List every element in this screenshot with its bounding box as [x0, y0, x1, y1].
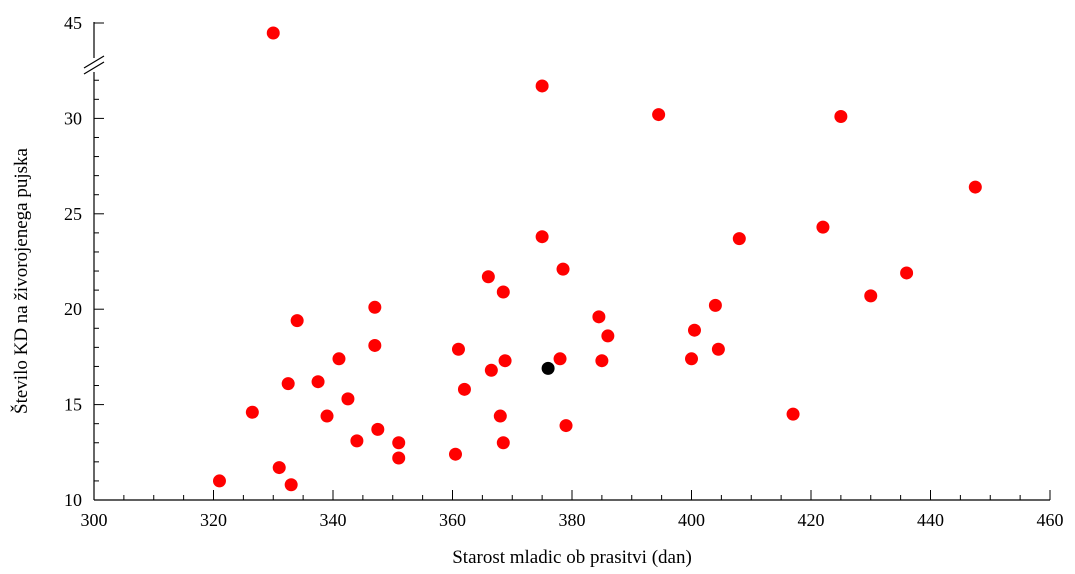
x-tick-label: 460	[1037, 510, 1064, 530]
data-point	[496, 285, 510, 299]
data-points	[212, 26, 982, 492]
x-tick-label: 340	[320, 510, 347, 530]
data-point	[448, 447, 462, 461]
data-point	[368, 338, 382, 352]
data-point	[371, 422, 385, 436]
x-tick-label: 320	[200, 510, 227, 530]
data-point	[687, 323, 701, 337]
data-point	[711, 342, 725, 356]
y-tick-label: 45	[64, 13, 82, 33]
data-point	[535, 79, 549, 93]
data-point	[481, 270, 495, 284]
highlight-data-point	[541, 361, 555, 375]
data-point	[266, 26, 280, 40]
x-axis-label: Starost mladic ob prasitvi (dan)	[452, 547, 692, 568]
y-tick-label: 20	[64, 299, 82, 319]
data-point	[535, 230, 549, 244]
data-point	[311, 375, 325, 389]
tick-labels: 300 320 340 360 380 400 420 440 460 10 15 20 25 30 45	[64, 13, 1064, 530]
data-point	[685, 352, 698, 366]
x-tick-label: 360	[439, 510, 466, 530]
data-point	[816, 220, 830, 234]
data-point	[284, 478, 298, 492]
x-tick-label: 300	[81, 510, 108, 530]
y-tick-label: 25	[64, 204, 82, 224]
data-point	[652, 108, 666, 122]
data-point	[457, 382, 471, 396]
data-point	[320, 409, 334, 423]
x-tick-label: 380	[559, 510, 586, 530]
data-point	[451, 342, 465, 356]
data-point	[350, 434, 364, 448]
axis-break-mark	[83, 61, 105, 75]
data-point	[392, 451, 406, 465]
data-point	[332, 352, 346, 366]
data-point	[553, 352, 567, 366]
data-point	[900, 266, 914, 280]
data-point	[368, 300, 382, 314]
y-tick-label: 15	[64, 395, 82, 415]
data-point	[595, 354, 609, 368]
data-point	[245, 405, 259, 419]
data-point	[786, 407, 800, 421]
data-point	[601, 329, 615, 343]
data-point	[864, 289, 878, 303]
axis-break-mark	[83, 55, 105, 69]
data-point	[498, 354, 512, 368]
data-point	[559, 419, 573, 433]
data-point	[968, 180, 982, 194]
data-point	[212, 474, 226, 488]
data-point	[496, 436, 510, 450]
y-tick-label: 30	[64, 108, 82, 128]
data-point	[341, 392, 355, 406]
y-tick-label: 10	[64, 490, 82, 510]
data-point	[392, 436, 406, 450]
y-axis-label: Število KD na živorojenega pujska	[10, 147, 32, 414]
data-point	[556, 262, 570, 276]
data-point	[592, 310, 606, 324]
tick-marks	[93, 22, 1051, 501]
data-point	[493, 409, 507, 423]
data-point	[484, 363, 498, 377]
x-tick-label: 440	[917, 510, 944, 530]
x-tick-label: 400	[678, 510, 705, 530]
data-point	[281, 377, 295, 391]
x-tick-label: 420	[798, 510, 825, 530]
data-point	[272, 461, 286, 475]
data-point	[834, 109, 848, 123]
data-point	[290, 314, 304, 328]
data-point	[708, 298, 722, 312]
data-point	[732, 232, 746, 246]
